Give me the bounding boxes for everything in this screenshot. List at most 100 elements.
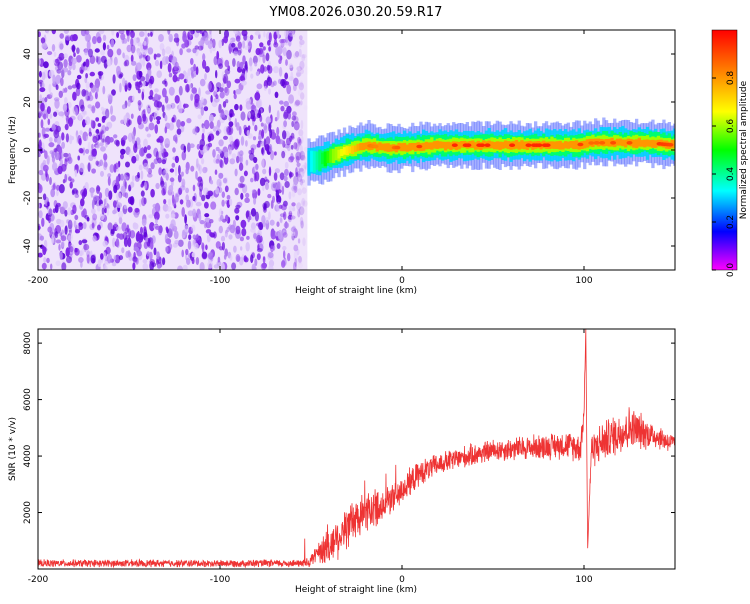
- noise-speckle: [130, 30, 135, 39]
- ridge-cell: [607, 138, 611, 147]
- noise-speckle: [270, 181, 277, 192]
- noise-speckle: [172, 147, 176, 153]
- noise-speckle: [300, 92, 305, 100]
- noise-speckle: [164, 138, 171, 148]
- noise-speckle: [162, 87, 167, 98]
- noise-speckle: [235, 254, 241, 262]
- noise-speckle: [50, 263, 53, 270]
- x-tick-label: -200: [28, 575, 49, 585]
- noise-speckle: [137, 172, 140, 179]
- x-tick-label: 100: [575, 276, 592, 286]
- noise-speckle: [116, 32, 120, 38]
- noise-speckle: [300, 200, 305, 205]
- noise-speckle: [191, 87, 197, 94]
- noise-speckle: [149, 240, 154, 250]
- noise-speckle: [195, 257, 200, 265]
- ridge-cell: [493, 142, 497, 150]
- noise-speckle: [162, 169, 168, 178]
- noise-speckle: [143, 162, 149, 170]
- noise-speckle: [262, 46, 266, 51]
- noise-speckle: [112, 74, 116, 84]
- noise-speckle: [300, 119, 304, 130]
- noise-speckle: [191, 257, 195, 265]
- noise-speckle: [143, 181, 147, 190]
- noise-speckle: [270, 81, 275, 88]
- noise-speckle: [291, 230, 296, 237]
- noise-speckle: [146, 251, 151, 257]
- noise-speckle: [199, 220, 205, 225]
- noise-speckle: [291, 202, 296, 207]
- noise-speckle: [240, 219, 247, 229]
- noise-speckle: [187, 68, 192, 77]
- noise-speckle: [296, 256, 303, 265]
- noise-speckle: [277, 229, 283, 240]
- noise-speckle: [69, 181, 73, 189]
- noise-speckle: [141, 218, 147, 227]
- noise-speckle: [301, 181, 305, 190]
- noise-speckle: [52, 162, 58, 172]
- ridge-peak: [667, 143, 674, 147]
- noise-speckle: [299, 100, 303, 106]
- noise-speckle: [194, 93, 200, 104]
- ridge-cell: [635, 139, 639, 149]
- noise-speckle: [174, 61, 179, 71]
- noise-speckle: [76, 190, 79, 195]
- noise-speckle: [71, 44, 76, 53]
- noise-speckle: [65, 247, 70, 257]
- noise-speckle: [147, 32, 150, 37]
- noise-speckle: [293, 244, 299, 252]
- ridge-cell: [329, 148, 333, 163]
- noise-speckle: [120, 148, 126, 155]
- noise-speckle: [176, 119, 182, 129]
- snr-y-label: SNR (10 * v/v): [8, 417, 18, 481]
- y-tick-label: 20: [23, 96, 33, 108]
- noise-speckle: [63, 30, 70, 34]
- noise-speckle: [170, 213, 176, 219]
- noise-speckle: [108, 190, 113, 200]
- noise-speckle: [66, 256, 72, 264]
- noise-speckle: [107, 48, 114, 58]
- noise-speckle: [116, 48, 122, 56]
- noise-speckle: [256, 253, 261, 261]
- noise-speckle: [168, 33, 173, 43]
- noise-speckle: [51, 44, 56, 52]
- noise-speckle: [283, 120, 287, 128]
- noise-speckle: [58, 146, 63, 155]
- noise-speckle: [132, 37, 138, 46]
- noise-speckle: [95, 160, 99, 166]
- noise-speckle: [288, 63, 294, 69]
- noise-speckle: [280, 78, 285, 87]
- noise-speckle: [54, 98, 60, 109]
- noise-speckle: [147, 173, 153, 178]
- noise-speckle: [53, 148, 57, 153]
- noise-speckle: [233, 30, 239, 35]
- noise-speckle: [64, 123, 69, 131]
- noise-speckle: [259, 114, 263, 123]
- noise-speckle: [137, 230, 140, 241]
- ridge-peak: [509, 143, 516, 147]
- noise-speckle: [296, 171, 301, 178]
- noise-speckle: [298, 206, 305, 216]
- noise-speckle: [168, 72, 173, 78]
- noise-speckle: [47, 226, 53, 233]
- noise-speckle: [208, 252, 214, 260]
- noise-speckle: [162, 80, 167, 85]
- noise-speckle: [203, 119, 210, 130]
- noise-speckle: [195, 170, 198, 180]
- noise-speckle: [97, 224, 101, 231]
- noise-speckle: [72, 63, 76, 71]
- noise-speckle: [40, 119, 44, 129]
- noise-speckle: [204, 66, 210, 73]
- noise-speckle: [248, 215, 252, 221]
- noise-speckle: [267, 193, 272, 199]
- noise-speckle: [74, 193, 80, 198]
- noise-speckle: [303, 105, 309, 111]
- noise-speckle: [87, 162, 91, 173]
- noise-speckle: [106, 58, 112, 67]
- noise-speckle: [202, 53, 206, 62]
- noise-speckle: [86, 254, 90, 264]
- noise-speckle: [168, 86, 175, 96]
- noise-speckle: [57, 61, 64, 71]
- noise-speckle: [254, 171, 260, 182]
- noise-speckle: [250, 73, 254, 79]
